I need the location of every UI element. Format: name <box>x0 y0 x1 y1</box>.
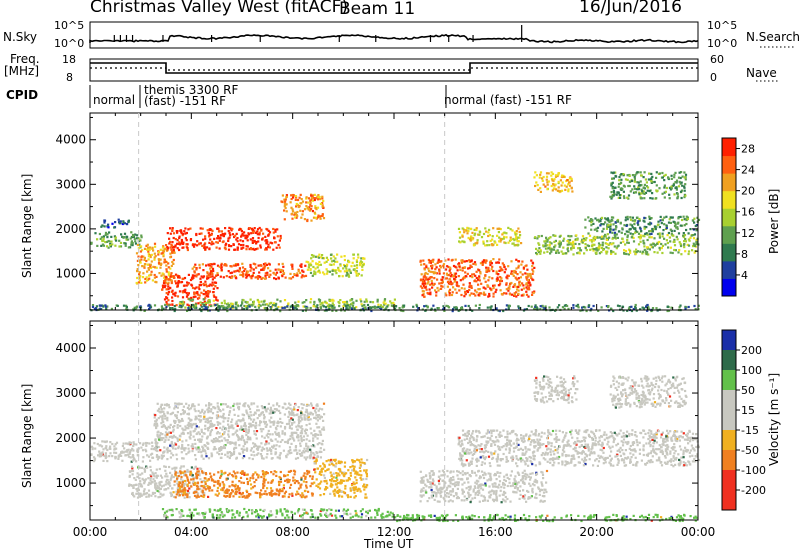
velocity-colorbar-swatch <box>722 470 736 491</box>
colorbar-tick-label: 200 <box>741 344 762 357</box>
power-heatmap <box>90 171 701 313</box>
colorbar-tick-label: 24 <box>741 164 755 177</box>
power-panel-frame <box>89 112 699 311</box>
colorbar-tick-label: -100 <box>741 464 766 477</box>
nsky-trace <box>89 33 699 44</box>
y-tick-label: 4000 <box>55 341 86 355</box>
power-colorbar-swatch <box>722 278 736 297</box>
colorbar-tick-label: 100 <box>741 364 762 377</box>
nave-trace <box>90 67 698 71</box>
cpid-label: CPID <box>6 88 39 102</box>
x-tick-label: 04:00 <box>174 525 209 539</box>
velocity-colorbar-frame <box>721 329 737 511</box>
colorbar-tick-label: 16 <box>741 206 755 219</box>
x-tick-label: 08:00 <box>275 525 310 539</box>
velocity-colorbar-swatch <box>722 390 736 411</box>
power-colorbar-swatch <box>722 190 736 209</box>
freq-top-tick: 18 <box>62 53 76 66</box>
freq-trace <box>90 62 698 74</box>
velocity-colorbar-swatch <box>722 370 736 391</box>
power-colorbar-swatch <box>722 260 736 279</box>
x-axis-title: Time UT <box>364 537 414 551</box>
velocity-colorbar-swatch <box>722 450 736 471</box>
velocity-colorbar-swatch <box>722 410 736 431</box>
power-colorbar-swatch <box>722 208 736 227</box>
power-colorbar-swatch <box>722 243 736 262</box>
nave-top-tick: 60 <box>710 53 724 66</box>
nsearch-label: N.Search <box>746 30 800 44</box>
nave-bottom-tick: 0 <box>710 71 717 84</box>
colorbar-tick-label: 15 <box>741 404 755 417</box>
power-colorbar-swatch <box>722 138 736 157</box>
velocity-heatmap <box>90 375 701 523</box>
cpid-segment: themis 3300 RF <box>144 83 239 97</box>
date-label: 16/Jun/2016 <box>579 0 682 17</box>
freq-label: Freq. <box>10 52 40 66</box>
nave-label: Nave <box>746 66 777 80</box>
x-tick-label: 20:00 <box>579 525 614 539</box>
colorbar-tick-label: -50 <box>741 444 759 457</box>
y-tick-label: 3000 <box>55 177 86 191</box>
power-colorbar-swatch <box>722 155 736 174</box>
nsearch-bottom-tick: 10^0 <box>707 37 738 50</box>
colorbar-tick-label: 8 <box>741 248 748 261</box>
freq-unit-label: [MHz] <box>4 64 40 78</box>
colorbar-tick-label: -200 <box>741 484 766 497</box>
nsky-label: N.Sky <box>3 30 38 44</box>
x-tick-label: 12:00 <box>377 525 412 539</box>
colorbar-tick-label: 4 <box>741 269 748 282</box>
station-title: Christmas Valley West (fitACF) <box>90 0 349 17</box>
power-colorbar-swatch <box>722 173 736 192</box>
colorbar-tick-label: 12 <box>741 227 755 240</box>
velocity-colorbar-swatch <box>722 350 736 371</box>
y-tick-label: 2000 <box>55 222 86 236</box>
y-tick-label: 3000 <box>55 386 86 400</box>
y-tick-label: 1000 <box>55 476 86 490</box>
nsky-strip-frame <box>89 21 699 49</box>
beam-label: Beam 11 <box>339 0 416 19</box>
cpid-segment: normal <box>93 93 136 107</box>
cpid-segment: normal (fast) -151 RF <box>444 93 572 107</box>
nsearch-top-tick: 10^5 <box>707 19 738 32</box>
colorbar-tick-label: 28 <box>741 143 755 156</box>
freq-strip-frame <box>89 58 699 82</box>
nsky-bottom-tick: 10^0 <box>54 37 85 50</box>
power-colorbar-swatch <box>722 225 736 244</box>
x-tick-label: 00:00 <box>73 525 108 539</box>
velocity-colorbar-swatch <box>722 330 736 351</box>
cpid-segment: (fast) -151 RF <box>144 94 227 108</box>
nsky-top-tick: 10^5 <box>54 19 85 32</box>
y-tick-label: 2000 <box>55 431 86 445</box>
colorbar-tick-label: 50 <box>741 384 755 397</box>
y-tick-label: 4000 <box>55 133 86 147</box>
power-colorbar-frame <box>721 137 737 297</box>
colorbar-tick-label: -15 <box>741 424 759 437</box>
y-tick-label: 1000 <box>55 266 86 280</box>
x-tick-label: 00:00 <box>681 525 716 539</box>
freq-bottom-tick: 8 <box>66 71 73 84</box>
colorbar-tick-label: 20 <box>741 185 755 198</box>
velocity-colorbar-swatch <box>722 490 736 511</box>
x-tick-label: 16:00 <box>478 525 513 539</box>
velocity-colorbar-swatch <box>722 430 736 451</box>
